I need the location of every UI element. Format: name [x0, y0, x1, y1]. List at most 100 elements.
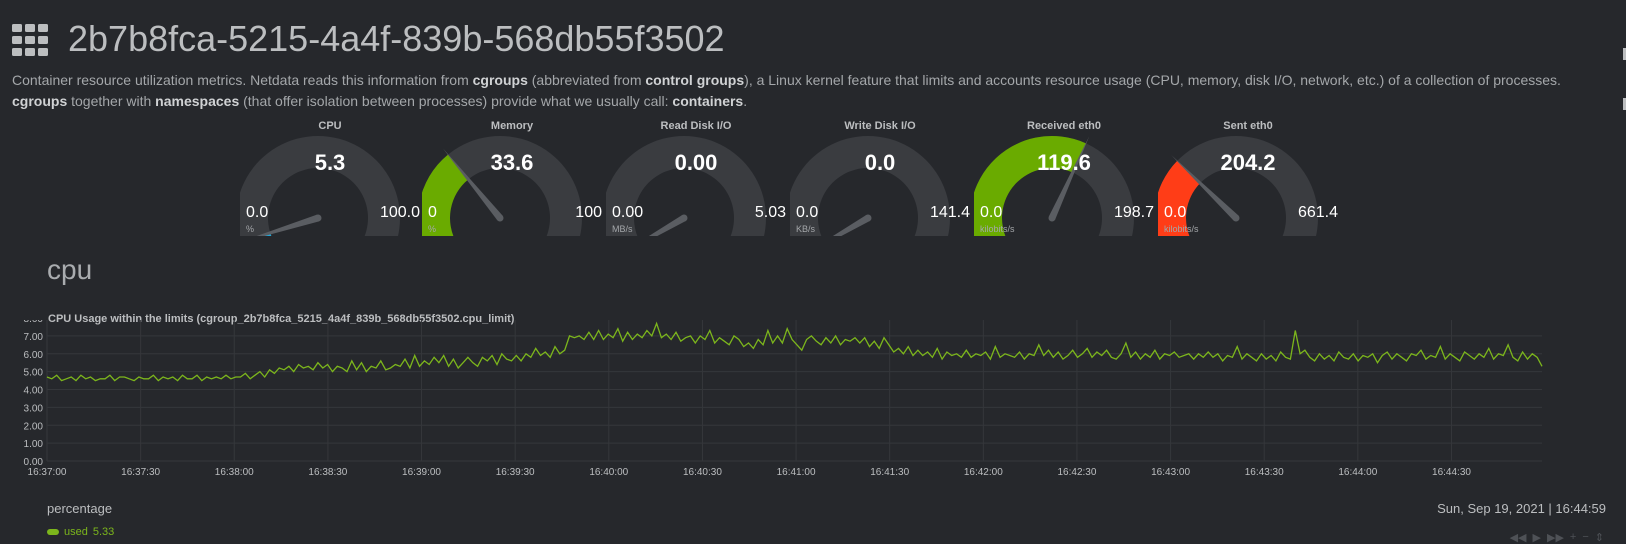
gauge-value: 5.3 — [314, 150, 346, 175]
chart-title: CPU Usage within the limits (cgroup_2b7b… — [48, 313, 515, 325]
y-tick-label: 8.00 — [24, 320, 44, 325]
gauge-write-disk-io[interactable]: Write Disk I/O 0.0 0.0 141.4 KB/s — [790, 116, 970, 236]
gauge-value: 0.0 — [864, 150, 896, 175]
pan-left-button[interactable]: ◀◀ — [1509, 532, 1527, 544]
gauge-label: Memory — [490, 120, 534, 132]
gauge-fill — [974, 136, 1086, 236]
gauge-label: Sent eth0 — [1223, 120, 1273, 132]
x-tick-label: 16:42:00 — [964, 467, 1003, 478]
gauge-received-eth0[interactable]: Received eth0 119.6 0.0 198.7 kilobits/s — [974, 116, 1154, 236]
gauge-needle — [648, 214, 686, 236]
x-tick-label: 16:38:00 — [215, 467, 254, 478]
gauge-unit: MB/s — [612, 224, 633, 234]
scroll-edge-marker — [1623, 48, 1626, 60]
y-tick-label: 3.00 — [24, 403, 44, 414]
gauge-min: 0 — [428, 204, 437, 221]
gauge-min: 0.0 — [980, 204, 1003, 221]
gauge-needle-hub — [314, 214, 322, 222]
series-line-used — [46, 321, 1543, 382]
y-tick-label: 6.00 — [24, 350, 44, 361]
gauge-fill — [422, 154, 469, 236]
gauge-memory[interactable]: Memory 33.6 0 100 % — [422, 116, 602, 236]
x-tick-label: 16:41:30 — [870, 467, 909, 478]
resize-handle[interactable]: ⇕ — [1594, 532, 1604, 544]
gauge-unit: % — [428, 224, 437, 234]
gauge-unit: % — [246, 224, 255, 234]
x-tick-label: 16:43:00 — [1151, 467, 1190, 478]
play-button[interactable]: ▶ — [1532, 532, 1541, 544]
section-title-cpu: cpu — [47, 254, 93, 285]
y-tick-label: 0.00 — [24, 457, 44, 468]
chart-timestamp: Sun, Sep 19, 2021 | 16:44:59 — [1437, 501, 1606, 516]
legend-label: used — [64, 526, 88, 538]
gauge-needle-hub — [1232, 214, 1240, 222]
y-tick-label: 2.00 — [24, 421, 44, 432]
x-tick-label: 16:44:30 — [1432, 467, 1471, 478]
gauge-label: CPU — [318, 120, 342, 132]
y-tick-label: 7.00 — [24, 332, 44, 343]
gauge-track — [240, 135, 400, 236]
gauge-fill — [1158, 160, 1201, 236]
x-tick-label: 16:42:30 — [1057, 467, 1096, 478]
gauge-needle-hub — [864, 214, 872, 222]
x-tick-label: 16:43:30 — [1245, 467, 1284, 478]
legend-item-used[interactable]: used 5.33 — [47, 526, 114, 538]
gauge-track — [422, 135, 582, 236]
gauge-max: 141.4 — [929, 204, 970, 221]
gauge-needle-hub — [496, 214, 504, 222]
gauge-max: 661.4 — [1297, 204, 1338, 221]
cpu-usage-chart[interactable]: 8.007.006.005.004.003.002.001.000.0016:3… — [0, 320, 1626, 498]
gauge-value: 204.2 — [1220, 150, 1276, 175]
x-tick-label: 16:40:30 — [683, 467, 722, 478]
gauge-cpu[interactable]: CPU 5.3 0.0 100.0 % — [240, 116, 420, 236]
x-tick-label: 16:37:30 — [121, 467, 160, 478]
pan-right-button[interactable]: ▶▶ — [1546, 532, 1564, 544]
x-tick-label: 16:39:00 — [402, 467, 441, 478]
gauge-unit: KB/s — [796, 224, 816, 234]
gauge-needle — [256, 214, 320, 236]
scroll-edge-marker — [1623, 98, 1626, 110]
gauge-needle — [442, 148, 503, 221]
gauge-max: 100.0 — [379, 204, 420, 221]
legend-swatch — [47, 529, 59, 535]
gauge-max: 198.7 — [1113, 204, 1154, 221]
gauge-value: 119.6 — [1037, 150, 1091, 175]
gauge-unit: kilobits/s — [980, 224, 1015, 234]
gauge-unit: kilobits/s — [1164, 224, 1199, 234]
gauge-min: 0.0 — [796, 204, 819, 221]
gauge-sent-eth0[interactable]: Sent eth0 204.2 0.0 661.4 kilobits/s — [1158, 116, 1338, 236]
chart-units: percentage — [47, 501, 113, 516]
gauge-dial — [606, 135, 766, 236]
gauge-dial — [790, 135, 950, 236]
gauge-needle — [1048, 136, 1090, 220]
x-tick-label: 16:37:00 — [28, 467, 67, 478]
gauge-needle-hub — [680, 214, 688, 222]
gauge-needle — [832, 214, 870, 236]
chart-toolbar: ◀◀ ▶ ▶▶ + − ⇕ — [1510, 531, 1604, 544]
gauge-read-disk-io[interactable]: Read Disk I/O 0.00 0.00 5.03 MB/s — [606, 116, 786, 236]
gauge-label: Write Disk I/O — [844, 120, 916, 132]
gauge-label: Read Disk I/O — [660, 120, 732, 132]
gauge-dial — [1158, 135, 1318, 236]
x-tick-label: 16:39:30 — [496, 467, 535, 478]
gauge-dial — [422, 135, 582, 236]
gauge-min: 0.00 — [612, 204, 644, 221]
gauge-max: 100 — [575, 204, 602, 221]
gauge-value: 0.00 — [674, 150, 718, 175]
gauge-label: Received eth0 — [1027, 120, 1101, 132]
legend-value: 5.33 — [92, 526, 115, 538]
x-tick-label: 16:38:30 — [308, 467, 347, 478]
x-tick-label: 16:40:00 — [589, 467, 628, 478]
gauge-dial — [240, 135, 400, 236]
y-tick-label: 5.00 — [24, 368, 44, 379]
gauge-min: 0.0 — [1164, 204, 1187, 221]
x-tick-label: 16:44:00 — [1338, 467, 1377, 478]
gauge-track — [1158, 135, 1318, 236]
menu-grid-icon[interactable] — [12, 24, 48, 56]
gauge-needle-hub — [1048, 214, 1056, 222]
page-title: 2b7b8fca-5215-4a4f-839b-568db55f3502 — [68, 18, 725, 59]
section-description: Container resource utilization metrics. … — [12, 72, 1561, 109]
gauge-max: 5.03 — [754, 204, 786, 221]
zoom-out-button[interactable]: − — [1582, 531, 1589, 543]
zoom-in-button[interactable]: + — [1569, 531, 1577, 543]
